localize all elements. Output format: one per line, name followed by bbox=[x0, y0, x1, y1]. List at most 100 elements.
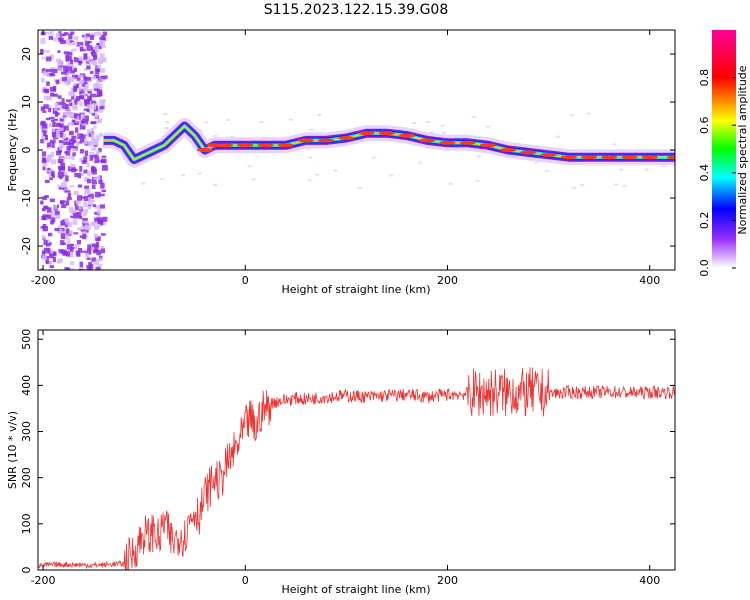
ridge-hotspot bbox=[338, 136, 355, 140]
spectrogram-noise-cell bbox=[90, 100, 96, 105]
spectrogram-noise-cell bbox=[68, 42, 72, 46]
spectrogram-noise-cell bbox=[333, 169, 338, 172]
spectrogram-noise-cell bbox=[204, 121, 209, 124]
spectrogram-noise-cell bbox=[97, 83, 103, 89]
spectrogram-noise-cell bbox=[77, 74, 84, 78]
ridge-hotspot bbox=[601, 155, 618, 160]
spectrogram-noise-cell bbox=[89, 154, 94, 161]
spectrogram-noise-cell bbox=[61, 33, 67, 36]
spectrogram-noise-cell bbox=[60, 220, 66, 226]
spectrogram-noise-cell bbox=[41, 57, 45, 60]
spectrogram-noise-cell bbox=[64, 156, 69, 159]
spectrogram-noise-cell bbox=[71, 135, 77, 140]
spectrogram-noise-cell bbox=[226, 118, 231, 121]
spectrogram-noise-cell bbox=[63, 141, 70, 146]
spectrogram-noise-cell bbox=[164, 127, 169, 130]
spectrogram-noise-cell bbox=[93, 224, 98, 227]
spectrogram-noise-cell bbox=[94, 191, 101, 198]
spectrogram-noise-cell bbox=[77, 195, 83, 201]
spectrogram-noise-cell bbox=[57, 158, 64, 164]
spectrogram-noise-cell bbox=[71, 48, 77, 52]
spectrogram-noise-cell bbox=[40, 77, 45, 83]
spectrogram-noise-cell bbox=[82, 134, 86, 139]
spectrogram-noise-cell bbox=[57, 260, 61, 264]
spectrogram-noise-cell bbox=[48, 104, 52, 111]
spectrogram-noise-cell bbox=[92, 243, 99, 247]
ridge-hotspot bbox=[439, 140, 456, 145]
ridge-hotspot bbox=[217, 143, 234, 148]
spectrogram-noise-cell bbox=[101, 101, 105, 107]
spectrogram-noise-cell bbox=[65, 251, 70, 257]
spectrogram-noise-cell bbox=[317, 113, 322, 116]
spectrogram-noise-cell bbox=[64, 220, 70, 225]
spectrogram-xtick-label: 400 bbox=[639, 274, 660, 287]
spectrogram-noise-cell bbox=[74, 121, 79, 126]
snr-ytick-label: 0 bbox=[20, 567, 33, 574]
spectrogram-noise-cell bbox=[51, 68, 58, 74]
spectrogram-noise-cell bbox=[61, 138, 67, 141]
spectrogram-noise-cell bbox=[90, 139, 97, 146]
spectrogram-noise-cell bbox=[76, 252, 81, 257]
spectrogram-noise-cell bbox=[70, 163, 76, 169]
spectrogram-noise-cell bbox=[66, 55, 72, 61]
spectrogram-noise-cell bbox=[100, 77, 106, 82]
spectrogram-noise-cell bbox=[662, 164, 667, 167]
spectrogram-noise-cell bbox=[44, 95, 49, 100]
snr-ylabel: SNR (10 * v/v) bbox=[6, 411, 19, 489]
spectrogram-noise-cell bbox=[66, 66, 73, 71]
spectrogram-noise-cell bbox=[53, 118, 59, 121]
spectrogram-noise-cell bbox=[141, 182, 146, 185]
spectrogram-noise-cell bbox=[46, 142, 52, 148]
spectrogram-noise-cell bbox=[83, 212, 87, 217]
spectrogram-noise-cell bbox=[96, 43, 102, 50]
spectrogram-noise-cell bbox=[68, 63, 74, 67]
snr-xtick-label: 200 bbox=[437, 574, 458, 587]
spectrogram-noise-cell bbox=[62, 79, 68, 83]
spectrogram-noise-cell bbox=[57, 258, 64, 263]
spectrogram-noise-cell bbox=[59, 33, 65, 39]
spectrogram-noise-cell bbox=[43, 88, 50, 93]
spectrogram-noise-cell bbox=[54, 102, 59, 109]
spectrogram-noise-cell bbox=[87, 170, 91, 177]
spectrogram-noise-cell bbox=[73, 68, 78, 73]
spectrogram-noise-cell bbox=[50, 171, 55, 176]
spectrogram-noise-cell bbox=[77, 75, 81, 81]
ridge-hotspot bbox=[257, 143, 274, 148]
spectrogram-noise-cell bbox=[68, 166, 73, 172]
spectrogram-noise-cell bbox=[97, 64, 102, 70]
spectrogram-noise-cell bbox=[87, 244, 92, 251]
spectrogram-noise-cell bbox=[42, 223, 47, 228]
spectrogram-noise-cell bbox=[59, 166, 66, 173]
spectrogram-noise-cell bbox=[54, 210, 60, 216]
spectrogram-noise-cell bbox=[79, 88, 85, 95]
spectrogram-noise-cell bbox=[42, 163, 48, 167]
spectrogram-noise-cell bbox=[93, 55, 98, 60]
spectrogram-noise-cell bbox=[63, 65, 68, 72]
ridge-hotspot bbox=[540, 152, 557, 157]
spectrogram-noise-cell bbox=[71, 139, 77, 143]
colorbar-tick-label: 0.6 bbox=[698, 116, 711, 134]
spectrogram-noise-cell bbox=[45, 91, 49, 94]
spectrogram-noise-cell bbox=[62, 187, 68, 190]
spectrogram-noise-cell bbox=[545, 169, 550, 172]
spectrogram-noise-cell bbox=[79, 157, 85, 162]
spectrogram-noise-cell bbox=[91, 147, 97, 151]
spectrogram-noise-cell bbox=[87, 95, 93, 101]
spectrogram-noise-cell bbox=[48, 249, 53, 254]
spectrogram-noise-cell bbox=[87, 195, 91, 198]
spectrogram-noise-cell bbox=[95, 259, 100, 262]
spectrogram-noise-cell bbox=[58, 127, 64, 131]
spectrogram-noise-cell bbox=[72, 74, 78, 79]
ridge-hotspot bbox=[621, 155, 638, 160]
spectrogram-noise-cell bbox=[42, 123, 48, 129]
spectrogram-noise-cell bbox=[98, 91, 102, 97]
ridge-hotspot bbox=[500, 148, 517, 152]
ridge-hotspot bbox=[641, 155, 658, 160]
colorbar-gradient bbox=[712, 30, 736, 268]
spectrogram-noise-cell bbox=[46, 207, 52, 213]
spectrogram-noise-cell bbox=[94, 88, 100, 92]
spectrogram-noise-cell bbox=[68, 206, 74, 213]
spectrogram-noise-cell bbox=[87, 90, 92, 94]
spectrogram-noise-cell bbox=[94, 217, 101, 224]
spectrogram-noise-cell bbox=[472, 116, 477, 119]
